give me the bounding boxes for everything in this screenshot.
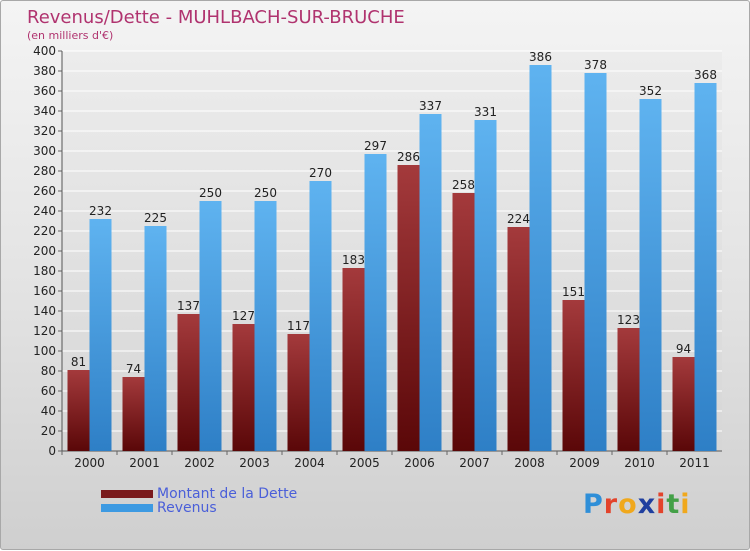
data-label-revenus: 232 <box>89 204 112 218</box>
bar-dette <box>342 268 365 451</box>
bar-dette <box>67 370 90 451</box>
data-label-dette: 151 <box>562 285 585 299</box>
bar-revenus <box>584 73 607 451</box>
x-tick-label: 2008 <box>514 456 545 470</box>
x-tick-label: 2006 <box>404 456 435 470</box>
logo-letter: P <box>583 489 604 520</box>
legend-swatch-revenus <box>101 504 153 512</box>
proxiti-logo: Proxiti <box>583 489 691 520</box>
data-label-revenus: 225 <box>144 211 167 225</box>
x-tick-label: 2000 <box>74 456 105 470</box>
legend-swatch-dette <box>101 490 153 498</box>
y-tick-label: 360 <box>33 84 56 98</box>
y-tick-label: 320 <box>33 124 56 138</box>
y-tick-label: 240 <box>33 204 56 218</box>
data-label-dette: 258 <box>452 178 475 192</box>
data-label-revenus: 270 <box>309 166 332 180</box>
logo-letter: t <box>666 489 681 520</box>
legend-label-revenus: Revenus <box>157 500 217 516</box>
bar-revenus <box>199 201 222 451</box>
bar-revenus <box>254 201 277 451</box>
logo-letter: i <box>680 489 691 520</box>
y-tick-label: 200 <box>33 244 56 258</box>
data-label-revenus: 352 <box>639 84 662 98</box>
logo-letter: x <box>637 489 657 520</box>
chart-subtitle: (en milliers d'€) <box>27 29 114 42</box>
x-tick-label: 2003 <box>239 456 270 470</box>
y-tick-label: 400 <box>33 44 56 58</box>
data-label-revenus: 250 <box>199 186 222 200</box>
data-label-dette: 286 <box>397 150 420 164</box>
bar-revenus <box>639 99 662 451</box>
data-label-revenus: 297 <box>364 139 387 153</box>
y-tick-label: 120 <box>33 324 56 338</box>
bar-dette <box>122 377 145 451</box>
bar-revenus <box>364 154 387 451</box>
bar-revenus <box>89 219 112 451</box>
data-label-dette: 127 <box>232 309 255 323</box>
bar-revenus <box>419 114 442 451</box>
bar-revenus <box>309 181 332 451</box>
data-label-dette: 117 <box>287 319 310 333</box>
data-label-revenus: 250 <box>254 186 277 200</box>
data-label-revenus: 386 <box>529 50 552 64</box>
y-tick-label: 80 <box>41 364 56 378</box>
bar-dette <box>562 300 585 451</box>
y-tick-label: 220 <box>33 224 56 238</box>
data-label-dette: 137 <box>177 299 200 313</box>
data-label-dette: 74 <box>126 362 141 376</box>
data-label-dette: 81 <box>71 355 86 369</box>
x-tick-label: 2007 <box>459 456 490 470</box>
bar-dette <box>287 334 310 451</box>
x-tick-label: 2009 <box>569 456 600 470</box>
bar-dette <box>617 328 640 451</box>
data-label-dette: 123 <box>617 313 640 327</box>
y-tick-label: 280 <box>33 164 56 178</box>
x-tick-label: 2004 <box>294 456 325 470</box>
y-tick-label: 40 <box>41 404 56 418</box>
logo-letter: r <box>603 489 619 520</box>
bar-dette <box>397 165 420 451</box>
y-tick-label: 60 <box>41 384 56 398</box>
y-tick-label: 140 <box>33 304 56 318</box>
bar-revenus <box>694 83 717 451</box>
data-label-dette: 183 <box>342 253 365 267</box>
x-tick-label: 2011 <box>679 456 710 470</box>
bar-revenus <box>474 120 497 451</box>
bar-revenus <box>144 226 167 451</box>
x-tick-label: 2002 <box>184 456 215 470</box>
y-tick-label: 300 <box>33 144 56 158</box>
data-label-revenus: 368 <box>694 68 717 82</box>
data-label-revenus: 331 <box>474 105 497 119</box>
legend-label-dette: Montant de la Dette <box>157 486 298 502</box>
bar-revenus <box>529 65 552 451</box>
y-tick-label: 380 <box>33 64 56 78</box>
y-tick-label: 260 <box>33 184 56 198</box>
y-tick-label: 340 <box>33 104 56 118</box>
data-label-dette: 94 <box>676 342 691 356</box>
y-tick-label: 160 <box>33 284 56 298</box>
bar-dette <box>177 314 200 451</box>
data-label-revenus: 337 <box>419 99 442 113</box>
chart-title: Revenus/Dette - MUHLBACH-SUR-BRUCHE <box>27 7 405 28</box>
data-label-revenus: 378 <box>584 58 607 72</box>
bar-dette <box>672 357 695 451</box>
x-tick-label: 2010 <box>624 456 655 470</box>
y-tick-label: 0 <box>48 444 56 458</box>
x-tick-label: 2005 <box>349 456 380 470</box>
data-label-dette: 224 <box>507 212 530 226</box>
bar-dette <box>507 227 530 451</box>
bar-dette <box>232 324 255 451</box>
bar-dette <box>452 193 475 451</box>
y-tick-label: 100 <box>33 344 56 358</box>
y-tick-label: 20 <box>41 424 56 438</box>
logo-letter: i <box>656 489 667 520</box>
y-tick-label: 180 <box>33 264 56 278</box>
logo-letter: o <box>618 489 638 520</box>
x-tick-label: 2001 <box>129 456 160 470</box>
